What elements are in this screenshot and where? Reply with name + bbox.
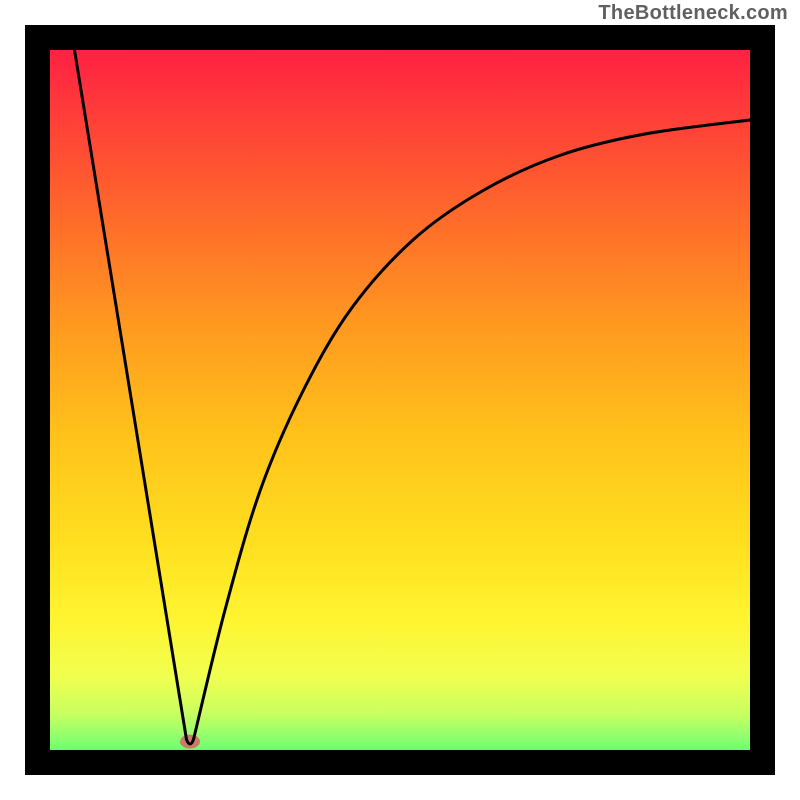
gradient-background xyxy=(35,35,765,765)
chart-container: { "attribution": "TheBottleneck.com", "a… xyxy=(0,0,800,800)
attribution-label: TheBottleneck.com xyxy=(598,2,788,25)
vertex-marker xyxy=(180,735,200,749)
bottleneck-chart xyxy=(0,0,800,800)
